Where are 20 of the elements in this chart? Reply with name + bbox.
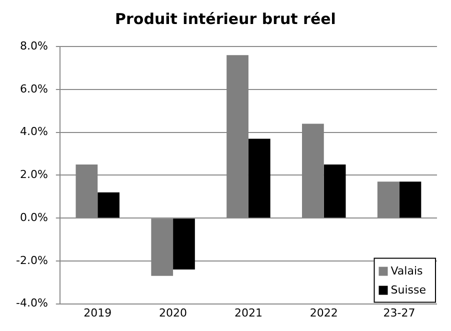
legend-label: Valais bbox=[390, 264, 424, 278]
y-tick-label: 8.0% bbox=[20, 39, 48, 52]
bar bbox=[98, 192, 120, 218]
x-tick-label: 23-27 bbox=[383, 306, 416, 320]
x-tick-label: 2019 bbox=[84, 306, 112, 320]
x-tick-label: 2022 bbox=[310, 306, 338, 320]
y-tick-label: 2.0% bbox=[20, 168, 48, 182]
bar bbox=[173, 218, 195, 270]
bar bbox=[248, 138, 270, 218]
y-tick-label: 0.0% bbox=[20, 210, 48, 224]
x-tick-label: 2020 bbox=[159, 306, 188, 320]
y-tick-label: -2.0% bbox=[16, 254, 48, 267]
y-tick-label: 6.0% bbox=[20, 82, 48, 96]
chart-title: Produit intérieur brut réel bbox=[114, 10, 337, 30]
y-tick-label: -4.0% bbox=[16, 296, 48, 310]
bar bbox=[324, 164, 346, 218]
bar bbox=[399, 182, 422, 218]
y-tick-label: 4.0% bbox=[20, 125, 48, 138]
legend-label: Suisse bbox=[390, 284, 426, 297]
x-tick-label: 2021 bbox=[234, 306, 262, 320]
